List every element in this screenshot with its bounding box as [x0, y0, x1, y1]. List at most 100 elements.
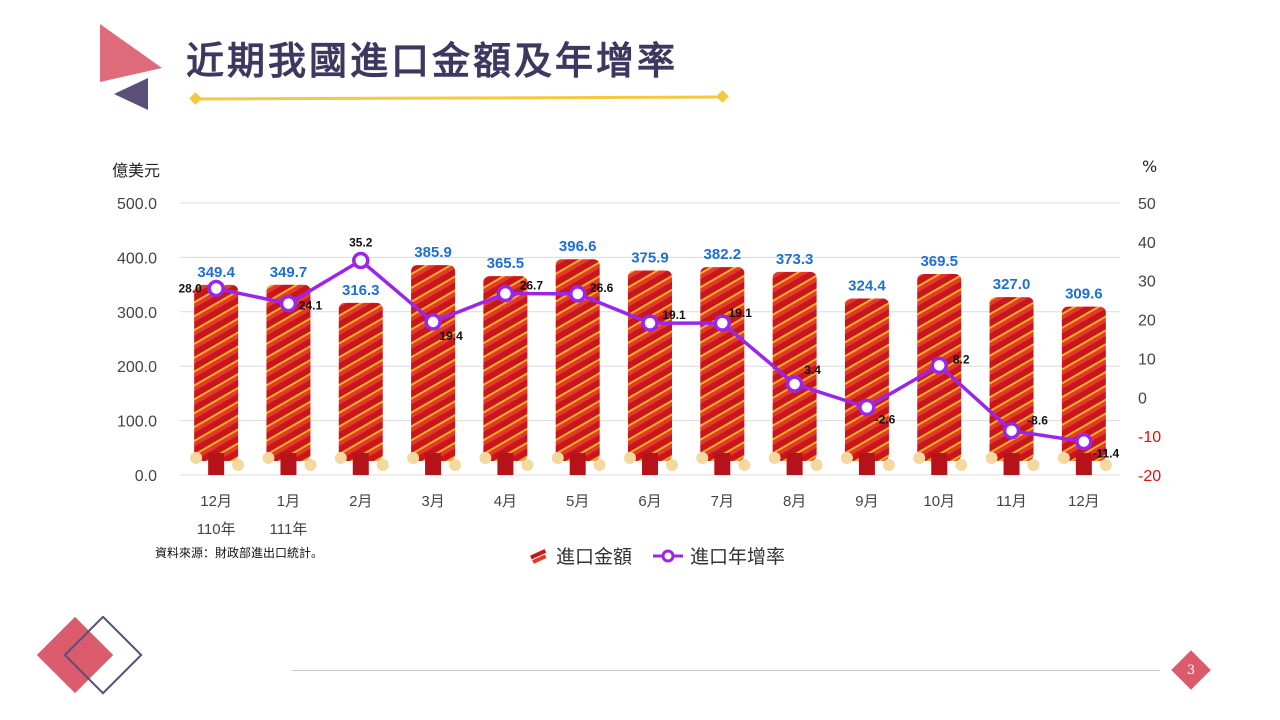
bar-base	[569, 453, 586, 475]
x-tick-label: 8月	[783, 493, 806, 510]
bar-spark-right	[1027, 459, 1040, 471]
line-point	[930, 356, 948, 375]
bar-body	[628, 270, 672, 461]
line-point	[352, 251, 370, 270]
left-tick-label: 0.0	[135, 468, 157, 485]
bar-base	[208, 453, 225, 475]
bar-value-label: 396.6	[559, 238, 597, 255]
line-value-label: 24.1	[299, 299, 323, 313]
x-tick-label: 11月	[996, 493, 1027, 510]
bar-body	[844, 298, 889, 461]
bar-spark-right	[449, 459, 462, 471]
bar-spark-left	[696, 452, 709, 464]
left-tick-label: 300.0	[117, 305, 157, 322]
line-value-label: 19.4	[439, 329, 463, 343]
bar-spark-left	[190, 452, 203, 464]
bar-spark-right	[666, 459, 678, 471]
bar	[768, 271, 823, 475]
right-tick-label: 50	[1138, 196, 1156, 213]
bar-value-label: 327.0	[993, 276, 1031, 293]
bar-value-label: 369.5	[920, 253, 958, 270]
bar	[262, 284, 317, 475]
bar	[624, 270, 678, 475]
bar-spark-right	[810, 459, 823, 471]
bar-base	[786, 453, 803, 475]
bar-value-label: 316.3	[342, 282, 380, 299]
bar-base	[425, 453, 442, 475]
left-tick-label: 400.0	[117, 250, 157, 267]
x-tick-label: 7月	[711, 493, 734, 510]
bar	[696, 267, 751, 475]
line-marker-icon	[653, 549, 684, 562]
bar-spark-right	[593, 459, 606, 471]
bar	[840, 298, 895, 475]
line-point	[1002, 421, 1021, 440]
bar	[551, 259, 606, 475]
bar-body	[411, 265, 456, 461]
bar-base	[352, 453, 369, 475]
bar-body	[555, 259, 600, 461]
line-value-label: 26.7	[520, 279, 544, 293]
bar-value-label: 375.9	[631, 250, 669, 267]
bar-value-label: 349.4	[197, 264, 235, 281]
bar	[1057, 306, 1112, 475]
bar	[407, 265, 462, 475]
line-value-label: -2.6	[875, 412, 896, 426]
bar-spark-left	[985, 452, 998, 464]
bar-base	[858, 453, 875, 475]
source-note: 資料來源：財政部進出口統計。	[155, 546, 324, 560]
line-point	[858, 398, 876, 417]
bar-value-label: 324.4	[848, 278, 886, 295]
x-year-label: 110年	[197, 521, 236, 538]
bar-value-label: 373.3	[776, 251, 814, 268]
legend-item-line: 進口年增率	[652, 542, 785, 569]
right-tick-label: 10	[1138, 351, 1156, 368]
right-tick-label: -10	[1138, 429, 1161, 446]
bar-spark-left	[479, 452, 492, 464]
bar-spark-left	[624, 452, 636, 464]
line-point	[424, 313, 442, 331]
footer-divider	[292, 670, 1160, 671]
x-tick-label: 10月	[923, 493, 955, 510]
bar-body	[194, 284, 239, 461]
left-tick-label: 100.0	[117, 414, 157, 431]
x-year-label: 111年	[270, 521, 308, 538]
corner-diamonds-deco	[36, 616, 143, 695]
right-tick-label: 30	[1138, 274, 1156, 291]
bar-value-label: 309.6	[1065, 286, 1103, 303]
firecracker-icon	[530, 548, 547, 564]
x-tick-label: 6月	[638, 493, 661, 510]
right-tick-label: -20	[1138, 468, 1161, 485]
x-tick-label: 5月	[566, 493, 589, 510]
bar-base	[280, 453, 297, 475]
bar-base	[497, 453, 514, 475]
right-axis-unit: %	[1142, 157, 1158, 176]
chart-legend: 進口金額 進口年增率	[528, 542, 805, 569]
bar-body	[700, 267, 745, 461]
line-value-label: 28.0	[178, 281, 202, 295]
line-value-label: 19.1	[662, 308, 686, 322]
line-point	[496, 284, 515, 303]
line-value-label: -8.6	[1027, 414, 1048, 428]
bar-body	[772, 271, 817, 461]
bar-spark-left	[407, 452, 420, 464]
bar-spark-right	[738, 459, 751, 471]
bar-base	[1075, 453, 1092, 475]
legend-line-label: 進口年增率	[690, 546, 786, 568]
bar-body	[1061, 306, 1106, 461]
line-point	[207, 279, 225, 298]
x-tick-label: 3月	[421, 493, 444, 510]
line-value-label: 3.4	[804, 363, 821, 377]
title-underline	[189, 90, 729, 105]
right-tick-label: 40	[1138, 235, 1156, 252]
bar-spark-left	[768, 452, 781, 464]
bar-value-label: 382.2	[704, 246, 742, 263]
line-value-label: -11.4	[1092, 447, 1119, 461]
legend-item-bar: 進口金額	[528, 542, 632, 569]
bar-spark-left	[913, 452, 926, 464]
x-tick-label: 12月	[200, 493, 232, 510]
right-tick-label: 0	[1138, 390, 1147, 407]
bar-body	[338, 302, 383, 461]
bar-value-label: 385.9	[414, 244, 452, 261]
